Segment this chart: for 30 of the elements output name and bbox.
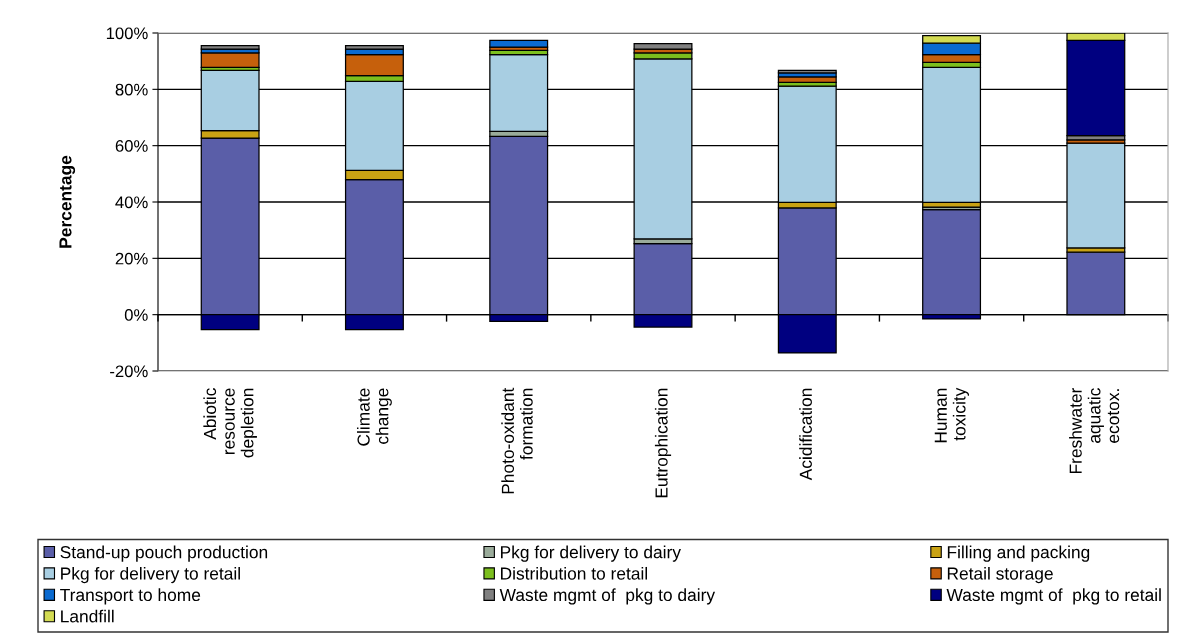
- bar: [489, 39, 549, 48]
- y-tick-label: 60%: [115, 140, 148, 152]
- bar: [200, 52, 260, 68]
- x-tick-label: Photo-oxidant formation: [501, 387, 533, 494]
- x-tick-label: Climate change: [356, 388, 392, 446]
- y-tick-label: 20%: [115, 252, 148, 265]
- bar: [633, 43, 693, 50]
- x-tick-label: Human toxicity: [934, 387, 970, 443]
- legend-label: Waste mgmt of pkg to dairy: [499, 588, 716, 605]
- y-tick-label: 0%: [124, 309, 148, 321]
- legend-label: Pkg for delivery to retail: [61, 566, 240, 584]
- y-tick-label: 80%: [115, 83, 148, 96]
- y-tick-label: -20%: [110, 365, 148, 378]
- legend-label: Transport to home: [60, 588, 201, 605]
- x-tick-label: Freshwater aquatic ecotox.: [1069, 387, 1120, 474]
- y-tick-label: 40%: [115, 196, 148, 209]
- bar: [777, 69, 837, 74]
- legend-label: Pkg for delivery to dairy: [501, 545, 681, 562]
- y-axis-title: Percentage: [59, 155, 76, 248]
- y-tick-label: 100%: [106, 27, 148, 40]
- legend-label: Stand-up pouch production: [60, 545, 268, 562]
- bar: [200, 45, 260, 50]
- legend-label: Waste mgmt of pkg to retail: [946, 588, 1161, 605]
- x-tick-label: Eutrophication: [654, 388, 672, 498]
- x-tick-label: Abiotic resource depletion: [203, 388, 257, 458]
- x-tick-label: Acidification: [799, 388, 812, 481]
- legend-label: Landfill: [61, 609, 114, 623]
- legend-label: Filling and packing: [947, 545, 1090, 562]
- legend-label: Distribution to retail: [501, 566, 648, 580]
- legend-label: Retail storage: [947, 566, 1053, 584]
